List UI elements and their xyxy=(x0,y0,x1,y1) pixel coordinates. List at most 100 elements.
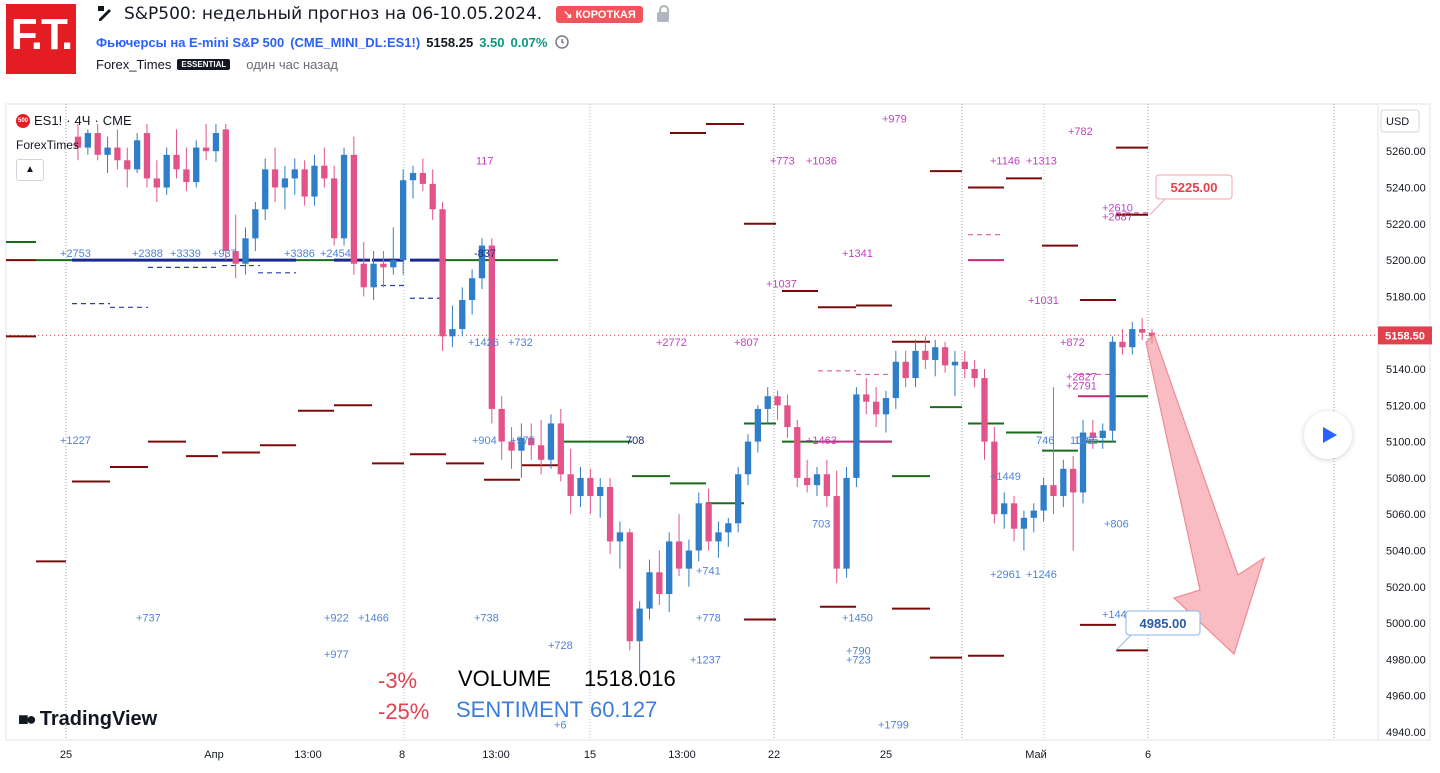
candle-body xyxy=(252,209,259,239)
candle-body xyxy=(74,136,82,148)
candle-body xyxy=(390,260,397,268)
candle-body xyxy=(1001,503,1008,515)
chart-frame xyxy=(5,103,1431,741)
x-tick-label: 13:00 xyxy=(294,749,322,761)
volume-label: +1036 xyxy=(806,155,837,167)
candle-body xyxy=(853,394,860,478)
volume-label: 708 xyxy=(626,435,644,447)
chart-legend[interactable]: 500 ES1! · 4Ч · CME xyxy=(16,113,132,128)
candle-body xyxy=(1129,329,1136,348)
volume-label: 1096 xyxy=(1070,435,1094,447)
candle-body xyxy=(281,178,289,188)
volume-label: +6 xyxy=(554,720,567,732)
candle-body xyxy=(518,437,525,451)
symbol-change-pct: 0.07% xyxy=(510,34,548,50)
y-tick-label: 5120.00 xyxy=(1386,400,1426,412)
y-tick-label: 5000.00 xyxy=(1386,618,1426,630)
x-tick-label: 13:00 xyxy=(482,749,510,761)
candle-body xyxy=(173,154,180,170)
target-down-label: 4985.00 xyxy=(1140,616,1187,631)
candle-body xyxy=(557,423,564,475)
volume-label: +2388 xyxy=(132,248,163,260)
candle-body xyxy=(1010,503,1018,529)
candle-body xyxy=(725,523,732,533)
candle-body xyxy=(468,278,476,301)
candle-body xyxy=(863,394,870,402)
x-tick-label: Апр xyxy=(204,749,223,761)
publish-time: один час назад xyxy=(246,57,339,72)
candle-body xyxy=(932,347,939,360)
volume-value: 1518.016 xyxy=(584,666,676,691)
indicator-name[interactable]: ForexTimes xyxy=(16,138,79,152)
currency-button[interactable] xyxy=(1380,109,1420,133)
candle-body xyxy=(1089,432,1097,438)
tradingview-logo[interactable]: ■● TradingView xyxy=(18,708,157,731)
volume-label: +2961 xyxy=(990,569,1021,581)
volume-label: +1227 xyxy=(60,435,91,447)
candle-body xyxy=(813,474,821,486)
volume-label: +723 xyxy=(846,654,871,666)
target-pointer xyxy=(1149,197,1167,216)
play-replay-button[interactable] xyxy=(1304,411,1352,459)
volume-label: 117 xyxy=(476,155,494,167)
candle-body xyxy=(892,361,899,399)
candle-body xyxy=(419,172,427,184)
target-pointer xyxy=(1115,633,1133,651)
candle-body xyxy=(803,477,811,486)
candle-body xyxy=(961,361,968,369)
symbol-name-link[interactable]: Фьючерсы на E-mini S&P 500 xyxy=(96,34,285,50)
candle-body xyxy=(114,147,121,161)
candle-body xyxy=(449,329,456,337)
symbol-price: 5158.25 xyxy=(426,34,474,50)
volume-label: +2753 xyxy=(60,248,91,260)
candle-body xyxy=(232,251,239,264)
candle-body xyxy=(646,572,653,609)
volume-label: +1466 xyxy=(358,613,389,625)
y-tick-label: 5020.00 xyxy=(1386,582,1426,594)
candle-body xyxy=(971,369,978,379)
volume-label: 703 xyxy=(812,518,830,530)
volume-label: +975 xyxy=(510,435,535,447)
candle-body xyxy=(774,396,781,406)
x-tick-label: 6 xyxy=(1145,749,1151,761)
candle-body xyxy=(991,441,998,515)
candle-body xyxy=(1079,432,1087,493)
volume-label: +977 xyxy=(324,649,349,661)
symbol-icon: 500 xyxy=(16,113,30,128)
volume-label: +1799 xyxy=(878,720,909,732)
candle-body xyxy=(784,405,791,428)
candle-body xyxy=(1119,341,1126,348)
legend-symbol: ES1! xyxy=(34,113,63,128)
y-tick-label: 4940.00 xyxy=(1386,727,1426,739)
candle-body xyxy=(567,474,574,497)
candle-body xyxy=(124,160,131,170)
candle-body xyxy=(193,147,200,183)
volume-label: +144 xyxy=(1102,609,1127,621)
last-price-label: 5158.50 xyxy=(1385,330,1425,342)
candle-body xyxy=(380,263,387,268)
target-up-label: 5225.00 xyxy=(1171,180,1218,195)
y-tick-label: 5240.00 xyxy=(1386,183,1426,195)
volume-label: +1237 xyxy=(690,654,721,666)
x-tick-label: 25 xyxy=(60,749,72,761)
symbol-code-link[interactable]: (CME_MINI_DL:ES1!) xyxy=(290,34,421,50)
author-logo: F.T. xyxy=(6,4,76,74)
candle-body xyxy=(547,423,555,460)
volume-label: +2791 xyxy=(1066,380,1097,392)
y-tick-label: 5220.00 xyxy=(1386,219,1426,231)
candle-body xyxy=(843,477,850,569)
collapse-legend-button[interactable]: ▲ xyxy=(16,159,44,181)
target-down-box xyxy=(1125,610,1201,636)
legend-sep: · xyxy=(66,113,71,128)
forecast-arrow xyxy=(1145,333,1266,656)
candle-body xyxy=(311,165,318,197)
candle-body xyxy=(262,169,269,210)
tv-logo-text: TradingView xyxy=(39,708,158,730)
last-price-tag xyxy=(1378,326,1432,345)
short-badge[interactable]: ↘ КОРОТКАЯ xyxy=(556,5,643,23)
author-name[interactable]: Forex_Times xyxy=(96,57,172,72)
volume-label: +937 xyxy=(212,248,237,260)
candle-body xyxy=(882,398,890,415)
tv-logo-icon: ■● xyxy=(18,709,37,729)
